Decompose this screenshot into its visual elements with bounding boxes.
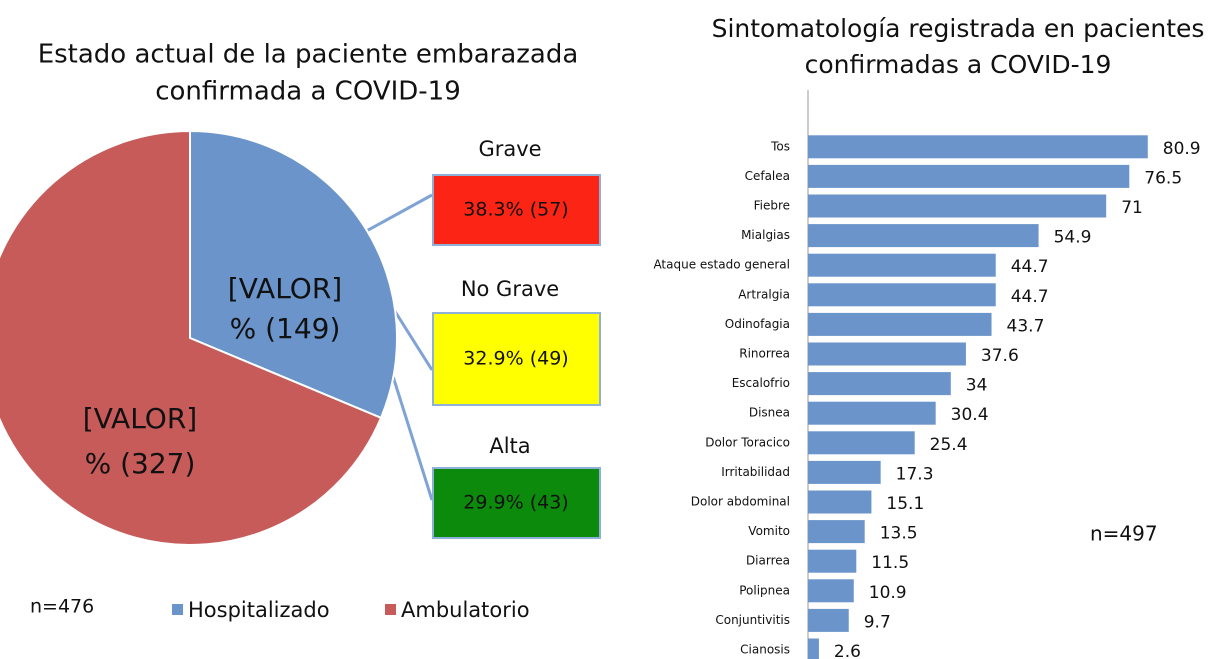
y-tick-label: Artralgia <box>738 287 790 301</box>
bar <box>808 342 966 366</box>
value-label: 54.9 <box>1054 228 1092 248</box>
value-label: 30.4 <box>951 405 989 425</box>
y-tick-label: Conjuntivitis <box>715 613 790 627</box>
pie-slice <box>0 129 383 546</box>
value-label: 2.6 <box>834 642 861 659</box>
y-tick-label: Tos <box>770 139 790 153</box>
callout-title: Grave <box>478 137 541 161</box>
value-label: 44.7 <box>1011 287 1049 307</box>
bar-title: confirmadas a COVID-19 <box>805 50 1112 79</box>
y-tick-label: Diarrea <box>746 554 790 568</box>
legend-label: Ambulatorio <box>401 598 530 622</box>
callout-text: 29.9% (43) <box>463 492 568 514</box>
annotation: n=497 <box>1090 522 1158 546</box>
value-label: 37.6 <box>981 346 1019 366</box>
bar <box>808 224 1039 248</box>
y-tick-label: Polipnea <box>739 583 790 597</box>
y-tick-label: Dolor abdominal <box>691 495 790 509</box>
pie-slice <box>189 129 398 420</box>
legend-label: Hospitalizado <box>188 598 330 622</box>
value-label: 80.9 <box>1163 139 1201 159</box>
y-tick-label: Fiebre <box>754 199 790 213</box>
legend-swatch <box>172 604 183 615</box>
bar <box>808 312 992 336</box>
pie-title: Estado actual de la paciente embarazada <box>38 40 579 70</box>
value-label: 25.4 <box>930 435 968 455</box>
bar <box>808 490 872 514</box>
slice-label: % (327) <box>85 447 196 480</box>
bar <box>808 194 1107 218</box>
value-label: 10.9 <box>869 583 907 603</box>
bar <box>808 549 857 573</box>
bar <box>808 372 951 396</box>
bar <box>808 253 996 277</box>
callout-text: 38.3% (57) <box>463 199 568 221</box>
y-tick-label: Cianosis <box>740 643 790 657</box>
y-tick-label: Mialgias <box>741 228 790 242</box>
y-tick-label: Vomito <box>748 524 790 538</box>
callout-box <box>432 174 601 246</box>
bar-title: Sintomatología registrada en pacientes <box>712 14 1205 43</box>
callout-title: Alta <box>489 434 530 458</box>
y-tick-label: Ataque estado general <box>653 258 790 272</box>
bar <box>808 520 865 544</box>
y-tick-label: Odinofagia <box>725 317 790 331</box>
y-tick-label: Dolor Toracico <box>705 435 790 449</box>
value-label: 17.3 <box>896 464 934 484</box>
value-label: 15.1 <box>886 494 924 514</box>
annotation: n=476 <box>30 596 94 618</box>
value-label: 13.5 <box>880 524 918 544</box>
callout-text: 32.9% (49) <box>463 348 568 370</box>
y-tick-label: Disnea <box>749 406 790 420</box>
pie-title: confirmada a COVID-19 <box>155 77 461 107</box>
legend-swatch <box>385 604 396 615</box>
slice-label: [VALOR] <box>228 272 342 305</box>
bar <box>808 283 996 307</box>
y-tick-label: Cefalea <box>745 169 790 183</box>
callout-box <box>432 467 601 539</box>
bar <box>808 460 881 484</box>
value-label: 9.7 <box>864 612 891 632</box>
bar <box>808 431 915 455</box>
slice-label: [VALOR] <box>83 402 197 435</box>
value-label: 34 <box>966 376 988 396</box>
y-tick-label: Irritabilidad <box>721 465 790 479</box>
bar <box>808 638 819 659</box>
y-tick-label: Escalofrio <box>732 376 790 390</box>
bar <box>808 401 936 425</box>
bar <box>808 608 849 632</box>
callout-box <box>432 312 601 406</box>
y-tick-label: Rinorrea <box>739 347 790 361</box>
value-label: 43.7 <box>1007 316 1045 336</box>
value-label: 71 <box>1121 198 1143 218</box>
slice-label: % (149) <box>230 312 341 345</box>
value-label: 11.5 <box>871 553 909 573</box>
callout-title: No Grave <box>461 277 559 301</box>
bar <box>808 135 1148 159</box>
value-label: 44.7 <box>1011 257 1049 277</box>
bar <box>808 164 1130 188</box>
value-label: 76.5 <box>1144 168 1182 188</box>
bar <box>808 579 854 603</box>
